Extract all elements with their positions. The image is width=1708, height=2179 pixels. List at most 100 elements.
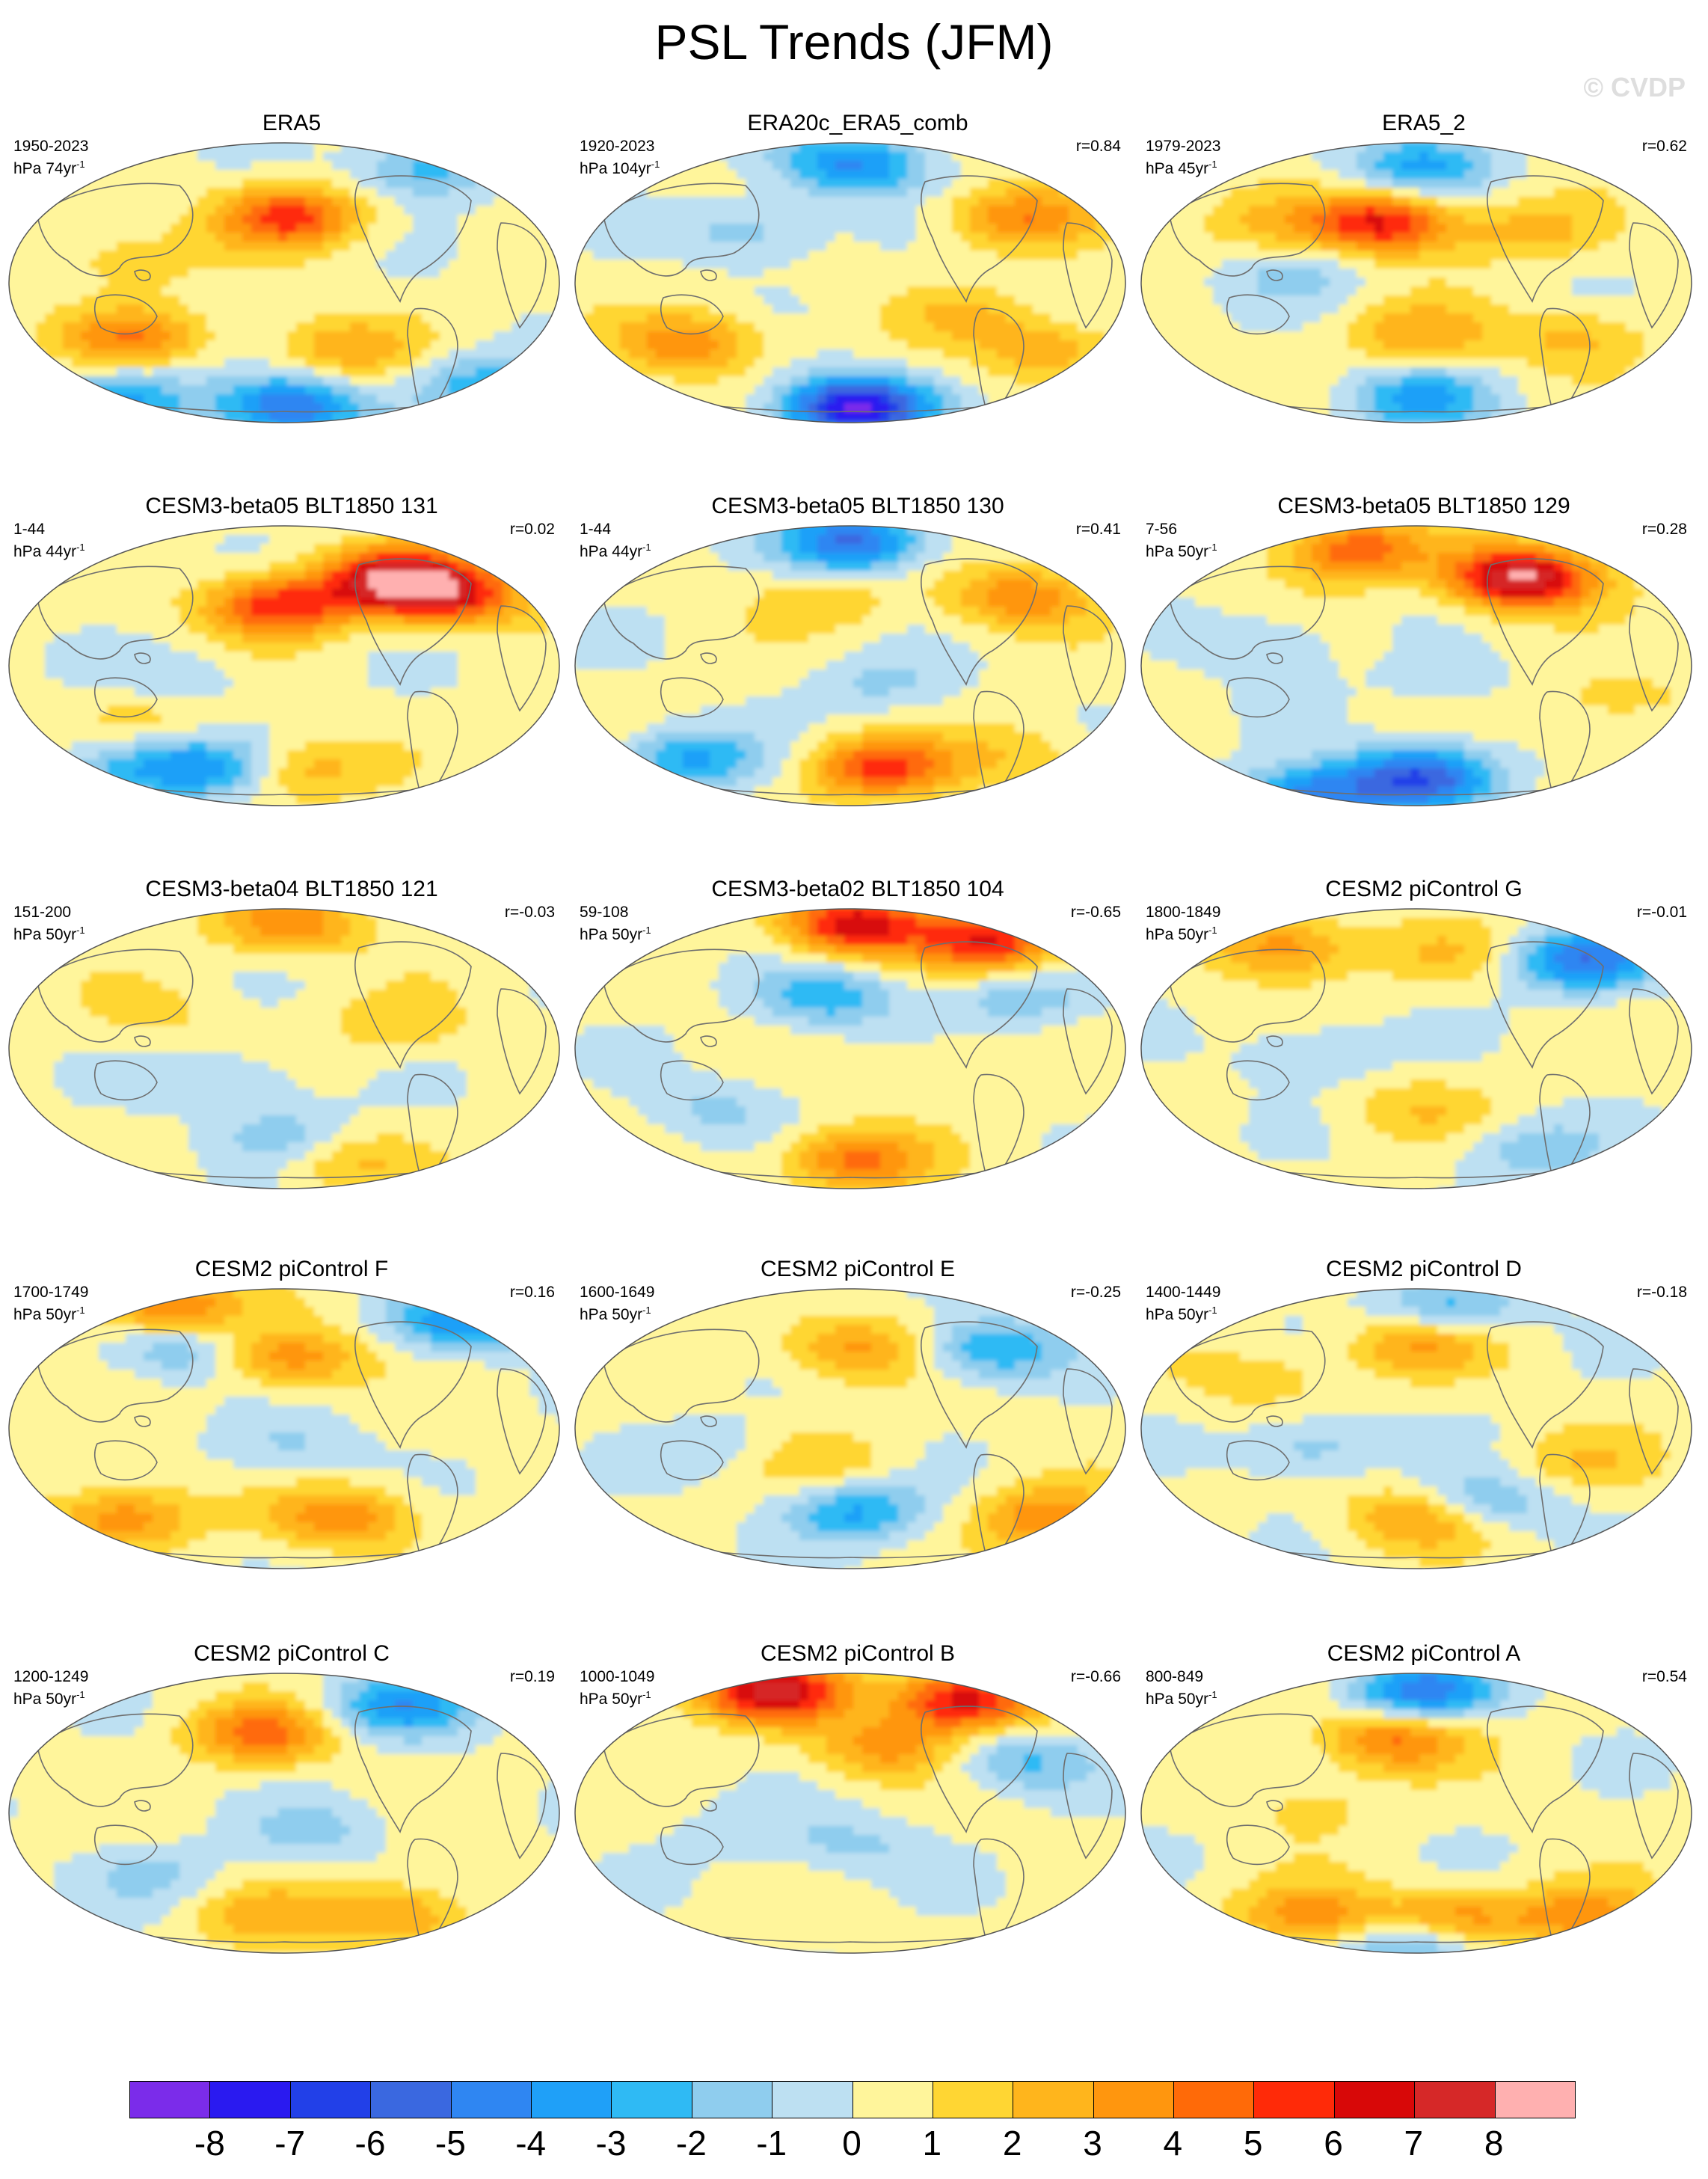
coastline (134, 1800, 151, 1812)
unit-prefix: hPa (1146, 160, 1173, 177)
colorbar-cell (1254, 2082, 1335, 2118)
colorbar-tick-label: 8 (1464, 2123, 1524, 2163)
coastline (1487, 1321, 1604, 1449)
coastline (700, 269, 717, 281)
unit-label: hPa 50yr-1 (13, 922, 85, 944)
unit-label: hPa 50yr-1 (1146, 1686, 1217, 1708)
trend-field (1141, 1289, 1692, 1569)
colorbar-tick-label: -7 (260, 2123, 320, 2163)
trend-length: 50yr (46, 1691, 76, 1708)
coastline (921, 175, 1038, 303)
unit-prefix: hPa (580, 926, 607, 943)
trend-field (1141, 1673, 1692, 1953)
colorbar-cell (210, 2082, 291, 2118)
coastline (93, 1824, 158, 1866)
coastline (1226, 1824, 1290, 1866)
unit-label: hPa 50yr-1 (1146, 539, 1217, 561)
coastline (497, 222, 547, 329)
unit-superscript: -1 (1208, 542, 1217, 553)
map-svg (574, 525, 1126, 806)
period-label: 59-108 (580, 904, 628, 922)
colorbar-cell (692, 2082, 773, 2118)
coastline (1629, 988, 1679, 1095)
coastline (921, 558, 1038, 686)
coastline (1063, 1368, 1113, 1475)
period-label: 1979-2023 (1146, 138, 1220, 156)
map-outline (8, 1673, 560, 1954)
unit-superscript: -1 (1208, 1305, 1217, 1316)
map-panel: CESM2 piControl E 1600-1649 hPa 50yr-1 r=-0… (574, 1257, 1142, 1642)
colorbar-tick-label: -5 (420, 2123, 480, 2163)
trend-length: 104yr (612, 160, 651, 177)
period-label: 1-44 (580, 521, 611, 539)
trend-field (9, 1289, 559, 1569)
unit-superscript: -1 (1208, 159, 1217, 170)
colorbar-tick-label: -8 (179, 2123, 239, 2163)
trend-field (1141, 143, 1692, 423)
coastline (1629, 1368, 1679, 1475)
coastline (497, 1753, 547, 1860)
correlation-label: r=0.41 (1076, 521, 1121, 539)
coastline (134, 269, 151, 281)
watermark: © CVDP (1583, 72, 1686, 103)
coastline (1629, 605, 1679, 712)
trend-length: 44yr (46, 543, 76, 560)
map-panel: CESM2 piControl D 1400-1449 hPa 50yr-1 r=-0… (1140, 1257, 1708, 1642)
correlation-label: r=-0.18 (1637, 1284, 1687, 1302)
panel-title: CESM3-beta05 BLT1850 129 (1140, 494, 1708, 519)
coastline (1629, 222, 1679, 329)
unit-label: hPa 44yr-1 (580, 539, 651, 561)
map-outline (8, 525, 560, 806)
coastline (37, 948, 194, 1043)
coastline (1169, 948, 1326, 1043)
coastline (1169, 1328, 1326, 1423)
map-panel: CESM3-beta02 BLT1850 104 59-108 hPa 50yr-1… (574, 877, 1142, 1262)
unit-superscript: -1 (642, 542, 651, 553)
coastline (134, 1035, 151, 1047)
correlation-label: r=-0.25 (1071, 1284, 1121, 1302)
correlation-label: r=0.54 (1642, 1668, 1687, 1686)
coastline (1629, 1753, 1679, 1860)
colorbar-cell (1174, 2082, 1255, 2118)
unit-label: hPa 50yr-1 (13, 1302, 85, 1324)
unit-prefix: hPa (580, 543, 607, 560)
panel-title: ERA20c_ERA5_comb (574, 111, 1142, 136)
panel-title: CESM3-beta04 BLT1850 121 (7, 877, 576, 902)
panel-title: CESM3-beta02 BLT1850 104 (574, 877, 1142, 902)
map-outline (574, 1673, 1126, 1954)
coastline (354, 175, 472, 303)
colorbar-cell (1495, 2082, 1576, 2118)
correlation-label: r=0.84 (1076, 138, 1121, 156)
map-svg (1140, 1673, 1692, 1954)
trend-length: 44yr (612, 543, 642, 560)
period-label: 800-849 (1146, 1668, 1203, 1686)
colorbar-tick-label: 1 (902, 2123, 962, 2163)
coastline (1169, 183, 1326, 277)
coastline (1063, 222, 1113, 329)
unit-superscript: -1 (76, 542, 85, 553)
period-label: 1700-1749 (13, 1284, 88, 1302)
correlation-label: r=-0.66 (1071, 1668, 1121, 1686)
colorbar-cell (612, 2082, 692, 2118)
unit-superscript: -1 (76, 925, 85, 936)
period-label: 1920-2023 (580, 138, 654, 156)
coastline (37, 1328, 194, 1423)
unit-prefix: hPa (580, 1691, 607, 1708)
coastline (660, 1060, 724, 1101)
map-svg (8, 1288, 560, 1569)
map-panel: CESM3-beta05 BLT1850 130 1-44 hPa 44yr-1 r=… (574, 494, 1142, 879)
colorbar-tick-label: -2 (661, 2123, 721, 2163)
trend-field (1141, 526, 1692, 806)
map-panel: CESM2 piControl B 1000-1049 hPa 50yr-1 r=-0… (574, 1641, 1142, 2026)
map-outline (574, 525, 1126, 806)
coastline (1266, 269, 1283, 281)
colorbar-cell (371, 2082, 452, 2118)
unit-prefix: hPa (1146, 926, 1173, 943)
colorbar-cell (1013, 2082, 1094, 2118)
colorbar-cell (290, 2082, 372, 2118)
period-label: 1000-1049 (580, 1668, 654, 1686)
coastline (1226, 1060, 1290, 1101)
unit-label: hPa 50yr-1 (580, 922, 651, 944)
trend-length: 50yr (612, 926, 642, 943)
unit-superscript: -1 (642, 1689, 651, 1700)
